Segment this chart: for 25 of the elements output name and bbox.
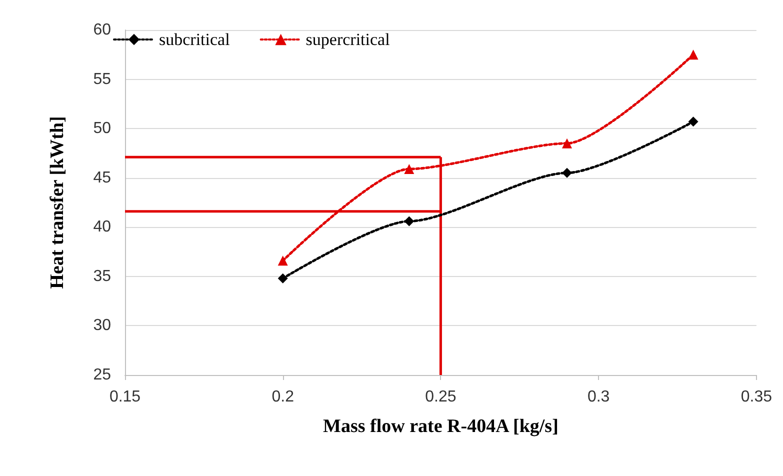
point [562, 138, 572, 148]
legend-label: subcritical [159, 30, 230, 49]
y-tick-label: 25 [93, 366, 112, 384]
y-tick-label: 60 [93, 22, 112, 38]
point [404, 164, 414, 174]
y-tick-label: 30 [93, 317, 112, 334]
point [562, 168, 572, 178]
x-tick-label: 0.3 [587, 388, 610, 406]
point [278, 256, 288, 266]
y-tick-label: 55 [93, 70, 112, 88]
x-tick-label: 0.2 [272, 388, 294, 406]
point [404, 216, 414, 226]
point [688, 116, 698, 127]
x-axis-title: Mass flow rate R-404A [kg/s] [323, 416, 558, 437]
x-tick-label: 0.25 [425, 388, 456, 406]
y-tick-label: 40 [93, 218, 112, 236]
x-tick-label: 0.15 [109, 388, 141, 406]
x-tick-label: 0.35 [740, 388, 772, 406]
y-tick-label: 35 [93, 268, 112, 285]
legend-label: supercritical [306, 30, 390, 49]
y-axis-title: Heat transfer [kWth] [47, 116, 68, 289]
y-tick-label: 50 [93, 120, 112, 138]
point [688, 50, 698, 60]
y-tick-label: 45 [93, 169, 112, 186]
point [278, 273, 288, 284]
